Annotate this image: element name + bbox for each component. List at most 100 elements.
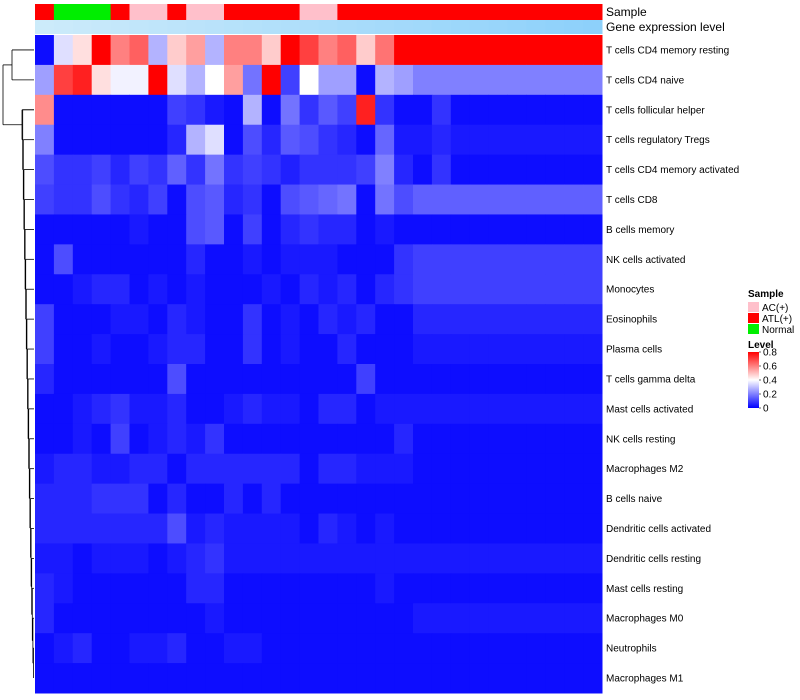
heatmap-cell (507, 274, 527, 305)
heatmap-cell (91, 94, 112, 126)
heatmap-cell (545, 633, 565, 664)
heatmap-cell (110, 453, 130, 485)
sample-legend-swatch (748, 302, 759, 312)
heatmap-cell (318, 35, 338, 66)
heatmap-cell (431, 274, 452, 305)
heatmap-cell (545, 453, 565, 485)
heatmap-cell (280, 214, 301, 245)
heatmap-cell (583, 64, 603, 96)
heatmap-cell (280, 663, 301, 694)
heatmap-cell (110, 573, 130, 604)
heatmap-cell (375, 364, 395, 395)
heatmap-cell (318, 513, 338, 544)
row-label: Macrophages M2 (606, 464, 684, 475)
heatmap-cell (337, 124, 357, 156)
heatmap-cell (545, 274, 565, 305)
heatmap-cell (110, 663, 130, 694)
row-label: T cells gamma delta (606, 374, 696, 385)
heatmap-cell (129, 423, 149, 455)
heatmap-cell (167, 663, 187, 694)
heatmap-cell (469, 94, 490, 126)
heatmap-cell (53, 423, 74, 455)
heatmap-cell (148, 94, 168, 126)
heatmap-cell (488, 393, 508, 425)
heatmap-cell (413, 513, 433, 544)
heatmap-cell (431, 364, 452, 395)
heatmap-cell (224, 244, 244, 275)
heatmap-cell (469, 663, 490, 694)
heatmap-cell (148, 603, 168, 634)
heatmap-cell (413, 603, 433, 634)
heatmap-cell (299, 35, 319, 66)
heatmap-cell (450, 603, 471, 634)
heatmap-cell (53, 35, 74, 66)
heatmap-cell (299, 603, 319, 634)
heatmap-cell (583, 543, 603, 574)
heatmap-cell (53, 513, 74, 544)
heatmap-cell (526, 633, 546, 664)
heatmap-cell (450, 423, 471, 455)
heatmap-cell (469, 633, 490, 664)
heatmap-cell (394, 393, 414, 425)
heatmap-cell (337, 334, 357, 365)
heatmap-cell (167, 573, 187, 604)
heatmap-cell (375, 334, 395, 365)
heatmap-cell (507, 244, 527, 275)
heatmap-cell (186, 483, 206, 515)
heatmap-cell (53, 334, 74, 365)
heatmap-cell (431, 423, 452, 455)
heatmap-cell (261, 35, 282, 66)
row-labels: T cells CD4 memory resting T cells CD4 na… (606, 45, 739, 684)
row-label: T cells CD4 memory resting (606, 45, 729, 56)
heatmap-cell (394, 334, 414, 365)
heatmap-cell (261, 573, 282, 604)
sample-annotation-cell (375, 4, 395, 20)
heatmap-cell (224, 393, 244, 425)
expression-annotation-cell (545, 20, 565, 34)
heatmap-cell (450, 663, 471, 694)
heatmap-cell (545, 603, 565, 634)
sample-annotation-cell (526, 4, 546, 20)
heatmap-cell (526, 214, 546, 245)
heatmap-cell (91, 274, 112, 305)
heatmap-cell (205, 334, 225, 365)
heatmap-cell (507, 154, 527, 186)
heatmap-cell (337, 94, 357, 126)
heatmap-cell (545, 573, 565, 604)
heatmap-cell (129, 334, 149, 365)
level-legend-tick-label: 0.6 (763, 362, 777, 373)
heatmap-cell (35, 124, 55, 156)
heatmap-cell (488, 154, 508, 186)
heatmap-cell (242, 364, 263, 395)
heatmap-cell (526, 393, 546, 425)
heatmap-cell (583, 184, 603, 215)
heatmap-cell (72, 603, 93, 634)
heatmap-cell (413, 573, 433, 604)
heatmap-cell (375, 483, 395, 515)
heatmap-cell (488, 94, 508, 126)
heatmap-cell (413, 483, 433, 515)
heatmap-cell (394, 154, 414, 186)
heatmap-cell (375, 453, 395, 485)
heatmap-cell (394, 633, 414, 664)
sample-annotation-cell (394, 4, 414, 20)
heatmap-cell (53, 64, 74, 96)
heatmap-cell (564, 304, 584, 335)
heatmap-cell (110, 603, 130, 634)
heatmap-cell (356, 483, 376, 515)
heatmap-cell (129, 453, 149, 485)
heatmap-cell (242, 35, 263, 66)
heatmap-cell (431, 453, 452, 485)
heatmap-cell (72, 483, 93, 515)
heatmap-cell (242, 184, 263, 215)
heatmap-cell (488, 274, 508, 305)
heatmap-cell (280, 633, 301, 664)
heatmap-cell (337, 244, 357, 275)
heatmap-cell (413, 334, 433, 365)
heatmap-cell (35, 543, 55, 574)
heatmap-cell (224, 483, 244, 515)
expression-annotation-cell (91, 20, 112, 34)
sample-annotation-cell (53, 4, 74, 20)
heatmap-cell (224, 94, 244, 126)
sample-annotation-cell (488, 4, 508, 20)
